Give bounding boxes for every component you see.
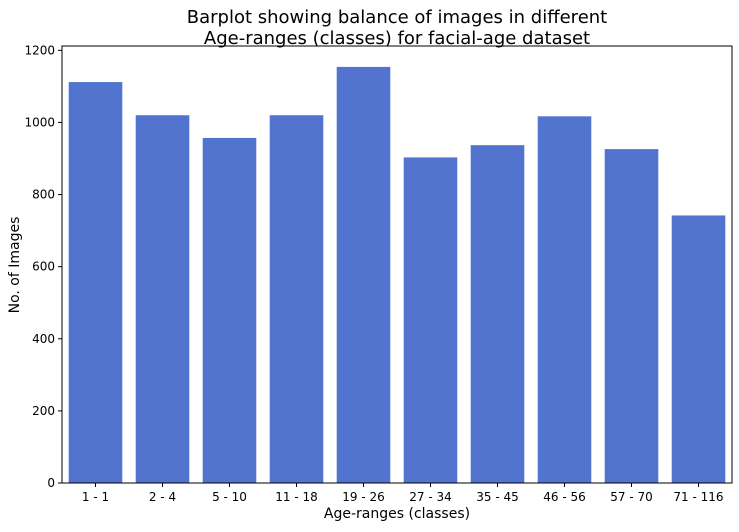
y-tick-label: 400 — [32, 332, 55, 346]
y-tick-label: 600 — [32, 260, 55, 274]
bar-11-18 — [269, 115, 324, 483]
x-tick-label: 57 - 70 — [610, 490, 653, 504]
bar-5-10 — [202, 137, 257, 484]
x-tick-label: 19 - 26 — [342, 490, 385, 504]
plot-frame — [61, 45, 733, 484]
x-axis-ticks: 1 - 1 2 - 4 5 - 10 11 - 18 19 - 26 27 - 34 35 … — [82, 483, 724, 504]
y-tick-label: 1200 — [24, 43, 55, 57]
y-tick-label: 200 — [32, 404, 55, 418]
x-tick-label: 2 - 4 — [149, 490, 176, 504]
x-tick-label: 11 - 18 — [275, 490, 318, 504]
bar-57-70 — [604, 149, 659, 483]
chart-title-line-1: Barplot showing balance of images in dif… — [187, 7, 607, 28]
bar-27-34 — [403, 157, 458, 483]
bar-71-116 — [671, 215, 726, 484]
bar-2-4 — [135, 115, 190, 483]
bar-35-45 — [470, 145, 525, 483]
y-tick-label: 800 — [32, 188, 55, 202]
bar-19-26 — [336, 66, 391, 484]
bar-46-56 — [537, 116, 592, 484]
y-tick-label: 1000 — [24, 115, 55, 129]
x-tick-label: 46 - 56 — [543, 490, 586, 504]
chart-title-line-2: Age-ranges (classes) for facial-age data… — [204, 28, 590, 49]
x-axis-label: Age-ranges (classes) — [324, 506, 470, 522]
bars-group — [68, 66, 726, 484]
bar-1-1 — [68, 82, 123, 484]
x-tick-label: 35 - 45 — [476, 490, 519, 504]
y-axis-label: No. of Images — [7, 217, 23, 314]
x-tick-label: 27 - 34 — [409, 490, 452, 504]
y-tick-label: 0 — [47, 476, 55, 490]
x-tick-label: 5 - 10 — [212, 490, 247, 504]
x-tick-label: 1 - 1 — [82, 490, 109, 504]
y-axis-ticks: 0 200 400 600 800 1000 1200 — [24, 43, 62, 490]
x-tick-label: 71 - 116 — [673, 490, 723, 504]
